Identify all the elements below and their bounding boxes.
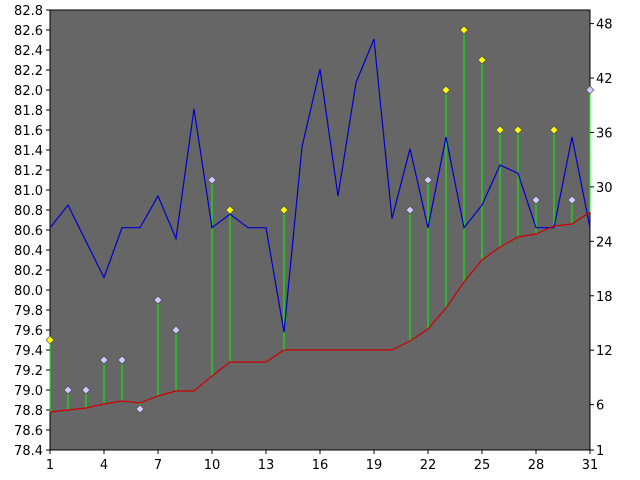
y-left-tick-label: 80.6: [14, 224, 43, 239]
diamond-marker: [45, 335, 55, 345]
y-right-tick-label: 42: [596, 72, 613, 87]
y-left-tick-label: 81.2: [14, 164, 43, 179]
y-left-tick-label: 82.0: [14, 84, 43, 99]
y-left-tick-label: 80.2: [14, 264, 43, 279]
y-left-tick-label: 82.4: [14, 44, 43, 59]
x-tick-label: 1: [46, 458, 54, 473]
diamond-marker: [63, 385, 73, 395]
x-tick-label: 31: [582, 458, 599, 473]
y-left-tick-label: 80.0: [14, 284, 43, 299]
y-right-tick-label: 18: [596, 290, 613, 305]
diamond-marker: [567, 195, 577, 205]
diamond-marker: [441, 85, 451, 95]
x-tick-label: 7: [154, 458, 162, 473]
diamond-marker: [207, 175, 217, 185]
y-left-tick-label: 81.0: [14, 184, 43, 199]
y-right-tick-label: 48: [596, 18, 613, 33]
y-right-tick-label: 36: [596, 126, 613, 141]
y-left-tick-label: 82.6: [14, 24, 43, 39]
y-left-tick-label: 82.8: [14, 4, 43, 19]
axes-group: 78.4 78.6 78.8 79.0 79.2 79.4 79.6 79.8 80.0 80.2…: [14, 4, 613, 473]
diamond-marker: [117, 355, 127, 365]
diamond-marker: [531, 195, 541, 205]
diamond-marker: [171, 325, 181, 335]
diamond-marker: [585, 85, 595, 95]
diamond-marker: [135, 404, 145, 414]
y-left-tick-label: 81.8: [14, 104, 43, 119]
diamond-marker: [459, 25, 469, 35]
diamond-marker: [81, 385, 91, 395]
diamond-marker: [225, 205, 235, 215]
diamond-marker: [549, 125, 559, 135]
x-tick-label: 19: [366, 458, 383, 473]
y-left-tick-label: 79.8: [14, 304, 43, 319]
x-tick-label: 25: [474, 458, 491, 473]
x-tick-label: 10: [204, 458, 221, 473]
x-tick-label: 4: [100, 458, 108, 473]
diamond-marker: [513, 125, 523, 135]
y-left-tick-label: 82.2: [14, 64, 43, 79]
line-group: [49, 38, 591, 413]
x-tick-label: 28: [528, 458, 545, 473]
diamond-marker: [99, 355, 109, 365]
marker-group: [45, 25, 595, 414]
y-left-tick-label: 81.4: [14, 144, 43, 159]
y-left-tick-label: 78.8: [14, 404, 43, 419]
y-left-tick-label: 80.8: [14, 204, 43, 219]
y-right-tick-label: 30: [596, 181, 613, 196]
x-tick-label: 22: [420, 458, 437, 473]
y-left-tick-label: 78.4: [14, 444, 43, 459]
diamond-marker: [279, 205, 289, 215]
x-tick-label: 16: [312, 458, 329, 473]
blue-series-line: [49, 38, 591, 333]
y-left-tick-label: 78.6: [14, 424, 43, 439]
x-tick-label: 13: [258, 458, 275, 473]
y-left-tick-label: 79.2: [14, 364, 43, 379]
diamond-marker: [405, 205, 415, 215]
y-left-tick-label: 79.6: [14, 324, 43, 339]
diamond-marker: [495, 125, 505, 135]
diamond-marker: [423, 175, 433, 185]
red-series-line: [49, 211, 591, 413]
diamond-marker: [153, 295, 163, 305]
y-left-tick-label: 81.6: [14, 124, 43, 139]
y-right-tick-label: 12: [596, 344, 613, 359]
y-left-tick-label: 80.4: [14, 244, 43, 259]
plot-area: [49, 9, 591, 451]
y-right-tick-label: 1: [596, 444, 604, 459]
y-left-tick-label: 79.4: [14, 344, 43, 359]
y-right-tick-label: 6: [596, 399, 604, 414]
y-left-tick-label: 79.0: [14, 384, 43, 399]
diamond-marker: [477, 55, 487, 65]
y-right-tick-label: 24: [596, 235, 613, 250]
